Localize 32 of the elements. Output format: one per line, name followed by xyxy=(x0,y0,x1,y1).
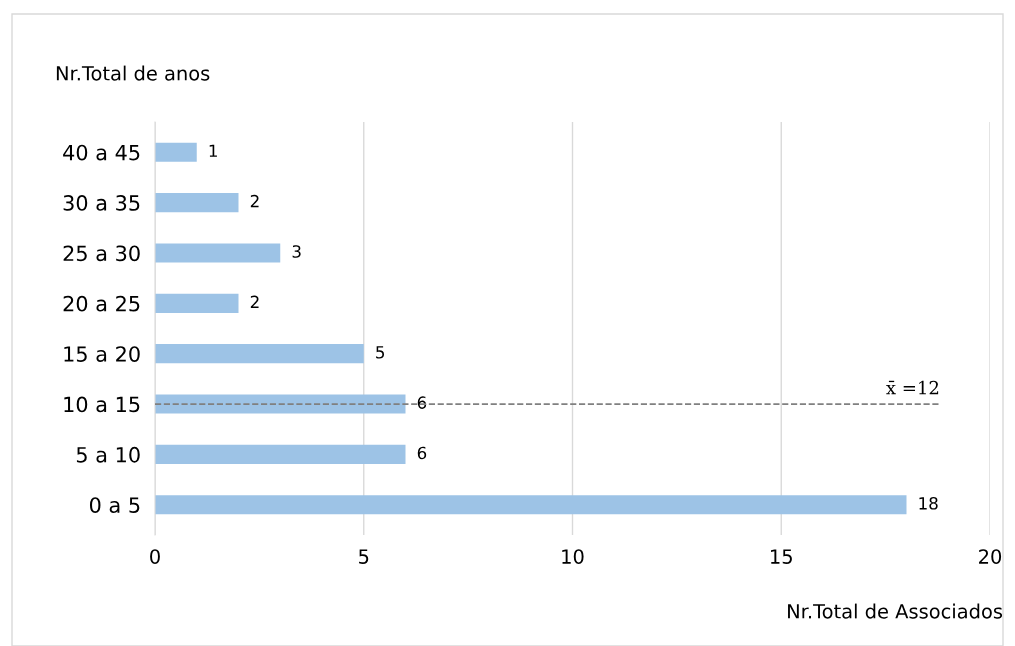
x-tick-label: 15 xyxy=(771,549,792,564)
data-label: 18 xyxy=(919,497,938,510)
y-tick-label: 20 a 25 xyxy=(63,295,140,312)
bar xyxy=(155,193,239,213)
data-label: 3 xyxy=(292,245,301,258)
y-tick-label: 40 a 45 xyxy=(63,144,140,161)
y-axis-title: Nr.Total de anos xyxy=(56,65,210,81)
bar xyxy=(155,344,364,364)
bar xyxy=(155,495,907,515)
data-label: 2 xyxy=(250,295,259,308)
y-tick-label: 25 a 30 xyxy=(63,245,140,262)
data-label: 6 xyxy=(417,446,427,460)
y-tick-label: 0 a 5 xyxy=(89,497,140,513)
x-tick-label: 0 xyxy=(150,549,160,564)
y-tick-label: 10 a 15 xyxy=(64,396,140,413)
data-label: 6 xyxy=(417,396,427,409)
y-tick-label: 15 a 20 xyxy=(64,346,140,362)
y-tick-label: 5 a 10 xyxy=(76,446,140,463)
y-tick-label: 30 a 35 xyxy=(63,195,140,211)
bar xyxy=(155,142,197,162)
x-tick-label: 10 xyxy=(562,549,584,564)
bar xyxy=(155,444,406,464)
data-label: 1 xyxy=(209,144,217,157)
x-axis-title: Nr.Total de Associados xyxy=(788,603,1003,619)
bar xyxy=(155,293,239,313)
data-label: 5 xyxy=(376,346,385,359)
x-tick-label: 5 xyxy=(359,549,369,564)
bar xyxy=(155,243,281,263)
x-tick-label: 20 xyxy=(979,549,1002,564)
ref-line-label: x̄ =12 xyxy=(886,380,939,395)
bar xyxy=(155,394,406,414)
data-label: 2 xyxy=(250,194,259,208)
